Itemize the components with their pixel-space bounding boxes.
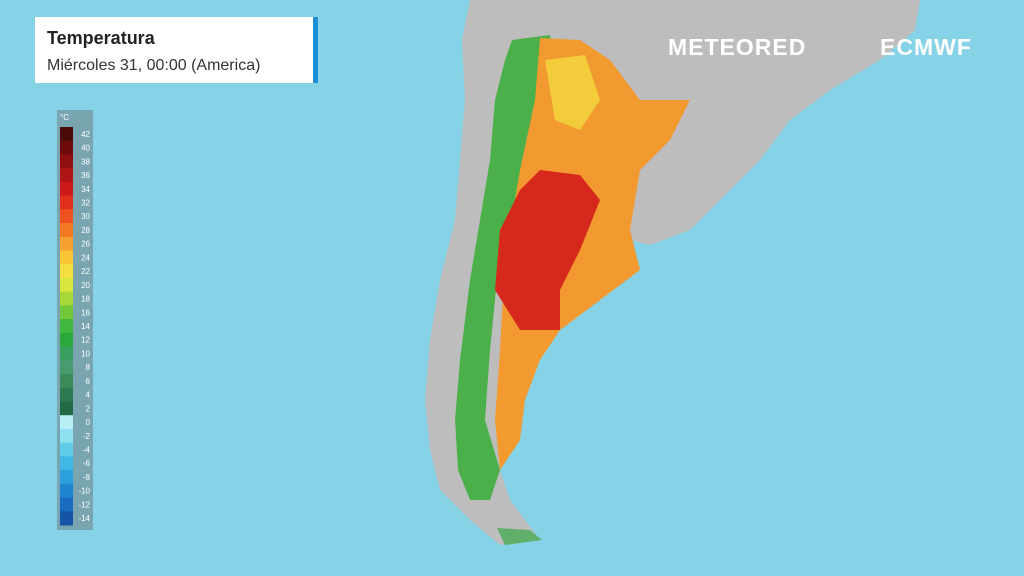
legend-tick-label: -6 [83,459,91,468]
legend-swatch [60,483,73,499]
legend-tick-label: 30 [81,212,90,221]
legend-tick-label: 34 [81,185,90,194]
legend-swatch [60,264,73,279]
argentina-red [495,170,600,330]
brand-logo: METEORED [668,34,807,60]
legend-tick-label: 14 [81,322,90,331]
legend-swatch [60,319,73,334]
argentina-green [455,35,555,500]
legend-tick-label: 20 [81,281,90,290]
legend-swatch [60,415,73,430]
legend-tick-label: -2 [83,432,91,441]
legend-swatch [60,442,73,457]
legend-swatch [60,387,73,402]
legend-swatch [60,511,73,526]
legend-swatch [60,360,73,375]
legend-tick-label: 2 [86,404,91,413]
legend-tick-label: 32 [81,198,90,207]
legend-tick-label: 28 [81,226,90,235]
legend-tick-label: -12 [78,500,90,509]
legend-unit: °C [60,113,69,122]
legend-swatch [60,456,73,471]
legend-tick-label: 6 [86,377,91,386]
legend-tick-label: 4 [86,391,91,400]
map-subtitle: Miércoles 31, 00:00 (America) [47,57,261,74]
tierra-del-fuego [497,528,542,545]
legend-swatch [60,168,73,183]
legend-swatch [60,195,73,210]
legend-swatch [60,497,73,512]
legend-tick-label: 24 [81,253,90,262]
legend-swatch [60,223,73,238]
legend-tick-label: 22 [81,267,90,276]
legend-tick-label: -10 [78,487,90,496]
legend-swatch [60,127,73,142]
legend-swatch [60,154,73,169]
legend-tick-label: 40 [81,144,90,153]
legend-tick-label: 18 [81,295,90,304]
legend-swatch [60,470,73,485]
legend-swatch [60,250,73,265]
argentina-orange [495,38,690,470]
legend-swatch [60,428,73,444]
legend-tick-label: 10 [81,349,90,358]
legend-swatch [60,291,73,306]
legend-swatch [60,181,73,197]
legend-tick-label: 16 [81,308,90,317]
legend-tick-label: 36 [81,171,90,180]
map-title: Temperatura [47,28,155,48]
legend-tick-label: 42 [81,130,90,139]
legend-tick-label: 8 [86,363,91,372]
legend-swatch [60,277,73,293]
legend-tick-label: 38 [81,157,90,166]
legend-swatch [60,374,73,389]
legend-tick-label: -14 [78,514,90,523]
legend-swatch [60,305,73,320]
title-card: Temperatura Miércoles 31, 00:00 (America… [35,17,318,83]
argentina-yellow [545,55,600,130]
legend-tick-label: -4 [83,446,91,455]
legend-swatch [60,140,73,155]
legend-tick-label: 26 [81,240,90,249]
legend-tick-label: -8 [83,473,91,482]
legend-swatch [60,332,73,348]
legend-swatch [60,209,73,224]
source-logo: ECMWF [880,34,972,60]
legend-swatch [60,401,73,416]
legend-swatch [60,236,73,252]
legend-tick-label: 0 [86,418,91,427]
legend-swatch [60,346,73,361]
legend-tick-label: 12 [81,336,90,345]
